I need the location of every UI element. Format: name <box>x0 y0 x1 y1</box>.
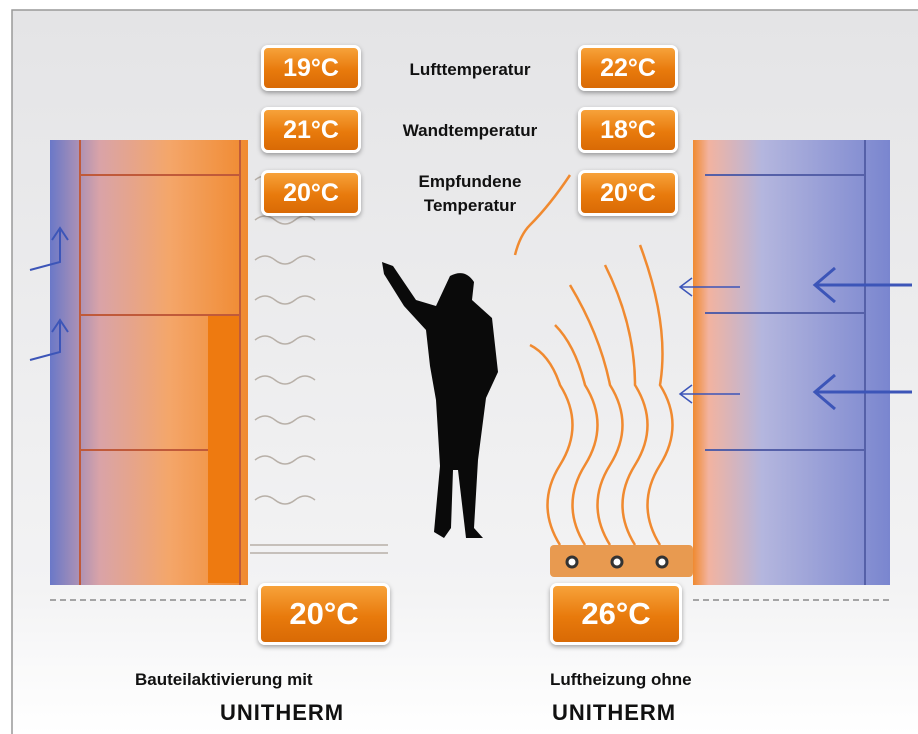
heater-vents <box>565 555 669 569</box>
row-label: Wandtemperatur <box>402 121 538 140</box>
person-silhouette <box>382 262 498 538</box>
caption-brand: UNITHERM <box>220 700 345 725</box>
floor-temp-right: 26°C <box>550 583 682 645</box>
wall-temp-left: 21°C <box>261 107 361 153</box>
row-label: Lufttemperatur <box>409 60 531 79</box>
cold-arrows <box>29 226 912 411</box>
right-wall <box>693 140 890 585</box>
felt-temp-right: 20°C <box>578 170 678 216</box>
caption-brand: UNITHERM <box>552 700 677 725</box>
warm-air-flow <box>513 174 674 546</box>
wall-temp-right: 18°C <box>578 107 678 153</box>
air-temp-right: 22°C <box>578 45 678 91</box>
wall-lines <box>705 140 866 585</box>
wall-lines <box>79 140 241 585</box>
row-label: Temperatur <box>423 196 517 215</box>
row-label: Empfundene <box>418 172 522 191</box>
felt-temp-left: 20°C <box>261 170 361 216</box>
caption-line: Luftheizung ohne <box>550 670 692 689</box>
heating-element <box>208 315 240 583</box>
air-temp-left: 19°C <box>261 45 361 91</box>
caption-line: Bauteilaktivierung mit <box>135 670 313 689</box>
frame <box>11 9 918 734</box>
floor-temp-left: 20°C <box>258 583 390 645</box>
